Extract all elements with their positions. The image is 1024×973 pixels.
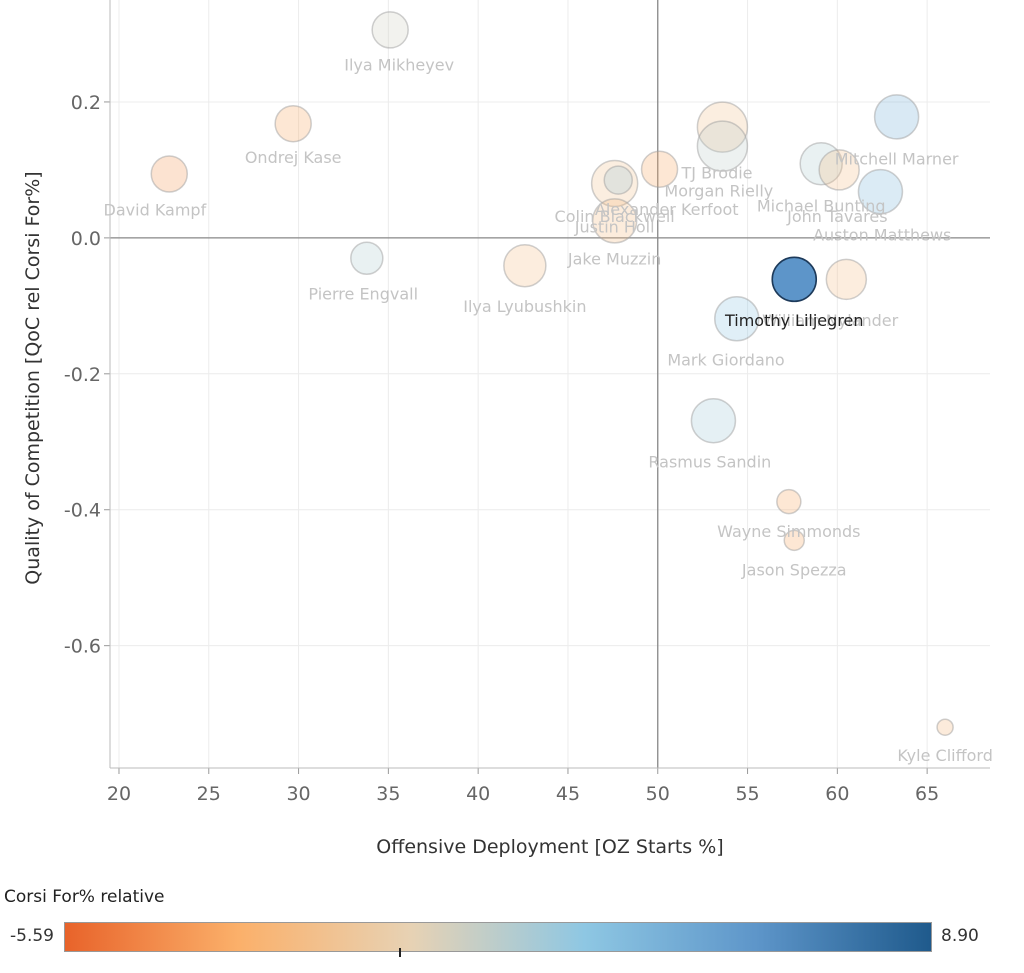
bubble-point[interactable]: TJ Brodie [640, 150, 679, 188]
x-tick-label: 65 [915, 783, 939, 805]
scatter-chart: 20 25 30 35 40 45 50 55 60 65 0.2 0.0 -0.2 -0.4 -0.6 M… [22, 0, 993, 858]
bubble-point[interactable]: Morgan Rielly [696, 101, 749, 153]
bubble-point[interactable]: Rasmus Sandin [690, 397, 737, 444]
bubble-point[interactable]: Colin Blackwell [590, 159, 639, 208]
point-label: Wayne Simmonds [717, 522, 860, 541]
bubble-point[interactable]: Ondrej Kase [274, 104, 312, 143]
bubble-point[interactable]: John Tavares [818, 149, 860, 191]
point-label: Colin Blackwell [555, 207, 675, 226]
bubble-point[interactable]: Michael Bunting [799, 142, 843, 186]
color-legend-marker [399, 948, 401, 957]
y-tick-label: 0.2 [71, 92, 101, 114]
y-tick-label: 0.0 [71, 228, 101, 250]
bubble-point[interactable]: Alt Point [696, 120, 749, 172]
x-tick-label: 55 [735, 783, 759, 805]
bubble-point[interactable]: Auston Matthews [857, 168, 904, 215]
bubble-point[interactable]: Justin Holl [591, 198, 638, 244]
color-legend-min: -5.59 [10, 926, 54, 946]
x-tick-label: 50 [646, 783, 670, 805]
y-tick-label: -0.6 [64, 636, 101, 658]
x-axis-title: Offensive Deployment [OZ Starts %] [376, 836, 723, 858]
bubble-point[interactable]: Pierre Engvall [350, 241, 384, 276]
x-tick-label: 30 [286, 783, 310, 805]
point-label: Jason Spezza [741, 561, 847, 580]
point-label: TJ Brodie [681, 164, 753, 183]
y-tick-label: -0.4 [64, 500, 101, 522]
point-label: John Tavares [786, 207, 887, 226]
axes: 20 25 30 35 40 45 50 55 60 65 0.2 0.0 -0.2 -0.4 -0.6 [64, 0, 990, 805]
x-tick-label: 20 [107, 783, 131, 805]
point-label: Ilya Mikheyev [344, 56, 454, 75]
bubble-point[interactable]: Jason Spezza [783, 529, 805, 552]
point-label: Rasmus Sandin [648, 453, 771, 472]
x-tick-label: 25 [197, 783, 221, 805]
point-label: Auston Matthews [813, 226, 951, 245]
point-label: Justin Holl [574, 217, 655, 236]
y-tick-label: -0.2 [64, 364, 101, 386]
bubble-point[interactable]: William Nylander [825, 258, 868, 301]
bubble-point[interactable]: David Kampf [150, 155, 189, 193]
point-label: Ilya Lyubushkin [463, 297, 586, 316]
point-labels: Ilya Mikheyev Ondrej Kase David Kampf Pierr… [104, 56, 993, 766]
grid-lines [110, 0, 990, 768]
bubble-point[interactable]: Wayne Simmonds [776, 488, 802, 515]
bubble-point[interactable]: Alexander Kerfoot [603, 165, 633, 195]
point-label: Kyle Clifford [897, 746, 993, 765]
point-label: David Kampf [104, 200, 207, 219]
point-label: Mitchell Marner [835, 149, 959, 168]
bubble-point[interactable]: Jake Muzzin [503, 243, 547, 288]
point-label: Jake Muzzin [567, 249, 661, 268]
y-axis-title: Quality of Competition [QoC rel Corsi Fo… [22, 171, 44, 584]
color-legend-max: 8.90 [941, 926, 979, 946]
point-label: Mark Giordano [667, 351, 784, 370]
bubble-point[interactable]: Kyle Clifford [936, 718, 954, 736]
bubble-point[interactable]: Mark Giordano [714, 296, 760, 342]
point-label: Ondrej Kase [245, 148, 342, 167]
bubble-point[interactable]: Timothy Liljegren [771, 256, 818, 303]
x-tick-label: 60 [825, 783, 849, 805]
x-tick-label: 45 [556, 783, 580, 805]
color-legend-title: Corsi For% relative [4, 887, 165, 907]
point-label: Pierre Engvall [308, 285, 418, 304]
color-legend-gradient [64, 922, 932, 952]
reference-lines [110, 0, 990, 768]
point-label: Michael Bunting [757, 196, 886, 215]
point-label: William Nylander [762, 311, 899, 330]
bubble-points: Morgan RiellyAlt PointColin BlackwellJus… [150, 11, 954, 736]
bubble-point[interactable]: Ilya Mikheyev [371, 11, 409, 49]
bubble-point[interactable]: Mitchell Marner [873, 94, 920, 140]
point-label: Timothy Liljegren [724, 311, 864, 330]
x-tick-label: 35 [376, 783, 400, 805]
point-label: Morgan Rielly [664, 181, 773, 200]
point-label: Alexander Kerfoot [595, 200, 739, 219]
x-tick-label: 40 [466, 783, 490, 805]
